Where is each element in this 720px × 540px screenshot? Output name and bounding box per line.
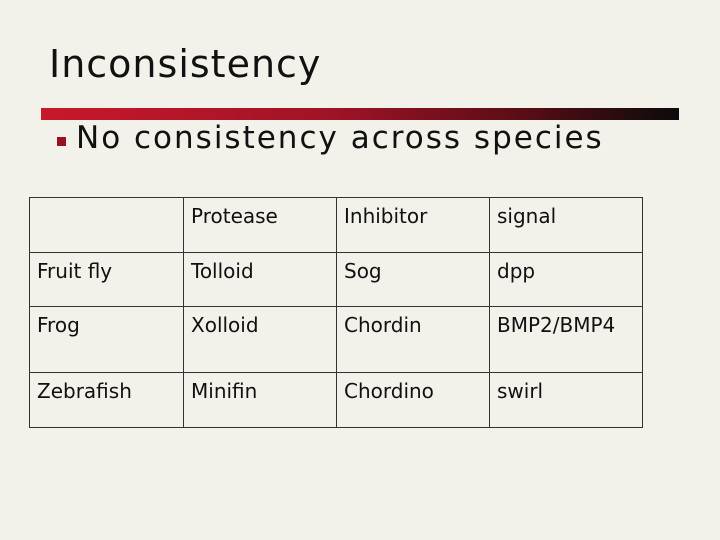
table-cell: Chordino — [336, 372, 490, 428]
bullet-square-icon — [57, 136, 66, 146]
table-row: Zebrafish Minifin Chordino swirl — [29, 372, 643, 428]
table-header-cell: Protease — [183, 197, 337, 253]
species-table: Protease Inhibitor signal Fruit fly Toll… — [29, 197, 643, 428]
table-row: Frog Xolloid Chordin BMP2/BMP4 — [29, 306, 643, 373]
table-row: Fruit fly Tolloid Sog dpp — [29, 252, 643, 307]
bullet-text: No consistency across species — [76, 120, 604, 156]
table-cell: Zebrafish — [29, 372, 184, 428]
table-cell: Frog — [29, 306, 184, 373]
table-cell: Minifin — [183, 372, 337, 428]
table-header-cell: Inhibitor — [336, 197, 490, 253]
table-cell: dpp — [489, 252, 643, 307]
table-cell: Sog — [336, 252, 490, 307]
table-cell: swirl — [489, 372, 643, 428]
title-divider — [41, 108, 679, 120]
table-header-cell: signal — [489, 197, 643, 253]
bullet-item: No consistency across species — [57, 120, 604, 156]
table-cell: Chordin — [336, 306, 490, 373]
table-cell: Fruit fly — [29, 252, 184, 307]
table-header-cell — [29, 197, 184, 253]
slide-title: Inconsistency — [49, 42, 322, 86]
table-header-row: Protease Inhibitor signal — [29, 197, 643, 253]
table-cell: Xolloid — [183, 306, 337, 373]
table-cell: Tolloid — [183, 252, 337, 307]
table-cell: BMP2/BMP4 — [489, 306, 643, 373]
